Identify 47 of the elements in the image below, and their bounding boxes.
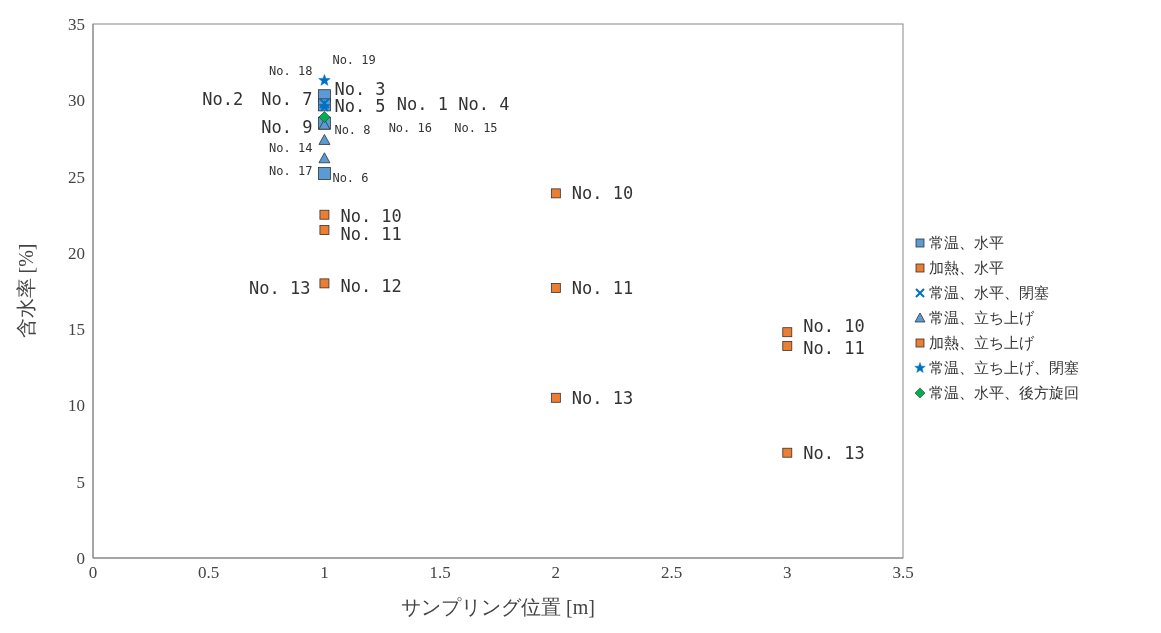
annotation: No. 13 [803, 442, 865, 463]
annotation: No. 1 [396, 94, 448, 115]
legend-label: 加熱、水平 [929, 258, 1004, 278]
annotation: No. 12 [340, 276, 402, 297]
annotation: No. 11 [803, 337, 865, 358]
annotation: No. 16 [388, 120, 433, 135]
y-tick-label: 20 [68, 243, 85, 263]
y-tick-label: 25 [68, 167, 85, 187]
y-tick-label: 30 [68, 91, 85, 111]
x-tick-label: 3.5 [892, 563, 914, 583]
annotation: No. 9 [261, 117, 313, 138]
y-axis-title: 含水率 [%] [15, 243, 38, 339]
y-tick-label: 15 [68, 320, 85, 340]
legend-label: 常温、水平、閉塞 [929, 283, 1049, 303]
y-tick-label: 5 [76, 472, 85, 492]
x-axis-title: サンプリング位置 [m] [401, 596, 595, 618]
annotation: No. 8 [334, 122, 371, 137]
legend-label: 常温、水平、後方旋回 [929, 383, 1079, 403]
annotation: No. 10 [340, 205, 402, 226]
x-tick-label: 0.5 [198, 563, 220, 583]
legend-label: 常温、立ち上げ [929, 308, 1034, 328]
annotation: No. 14 [269, 140, 313, 155]
x-tick-label: 3 [783, 563, 792, 583]
y-tick-label: 10 [68, 396, 85, 416]
x-tick-label: 2.5 [660, 563, 683, 583]
annotation: No. 15 [454, 120, 498, 135]
x-tick-label: 2 [551, 563, 561, 583]
annotation: No. 17 [269, 164, 313, 179]
legend-label: 常温、水平 [929, 233, 1004, 253]
annotation: No. 19 [332, 53, 376, 68]
annotation: No. 13 [571, 387, 634, 408]
annotation: No. 10 [571, 183, 634, 204]
x-tick-label: 1.5 [429, 563, 451, 583]
annotation: No.2 [202, 89, 244, 110]
annotation: No. 4 [458, 94, 510, 115]
annotation: No. 10 [803, 316, 865, 337]
annotation: No. 18 [269, 64, 313, 79]
annotation: No. 11 [571, 277, 634, 298]
legend-label: 常温、立ち上げ、閉塞 [929, 358, 1079, 378]
y-tick-label: 0 [76, 549, 85, 569]
legend-label: 加熱、立ち上げ [929, 333, 1034, 353]
annotation: No. 13 [249, 278, 311, 299]
annotation: No. 6 [332, 170, 369, 185]
annotation: No. 7 [261, 88, 313, 109]
y-tick-label: 35 [68, 15, 85, 35]
x-tick-label: 1 [320, 563, 329, 583]
annotation: No. 11 [340, 223, 402, 244]
